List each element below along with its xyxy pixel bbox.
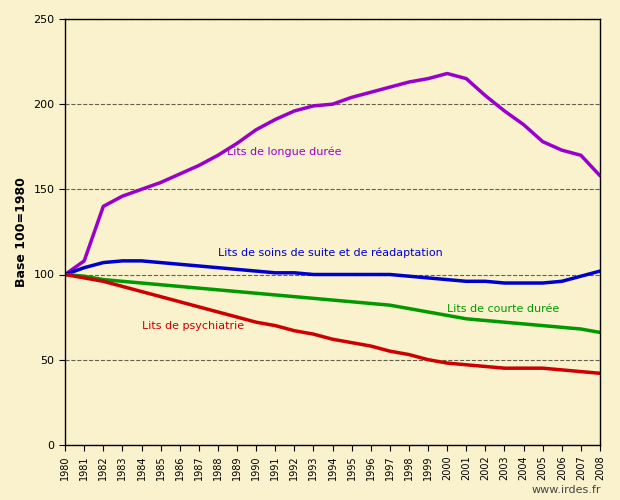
Text: Lits de psychiatrie: Lits de psychiatrie [141,320,244,330]
Text: www.irdes.fr: www.irdes.fr [532,485,601,495]
Text: Lits de courte durée: Lits de courte durée [447,304,559,314]
Y-axis label: Base 100=1980: Base 100=1980 [15,177,28,287]
Text: Lits de soins de suite et de réadaptation: Lits de soins de suite et de réadaptatio… [218,247,443,258]
Text: Lits de longue durée: Lits de longue durée [228,146,342,157]
